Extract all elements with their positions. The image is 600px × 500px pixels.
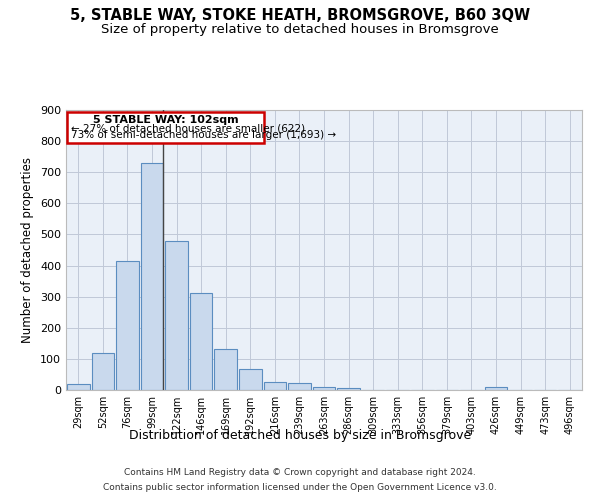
Bar bbox=[485, 387, 508, 390]
Bar bbox=[214, 349, 237, 390]
Bar bbox=[92, 352, 114, 390]
Bar bbox=[337, 388, 360, 390]
Bar bbox=[313, 386, 335, 390]
Text: 5 STABLE WAY: 102sqm: 5 STABLE WAY: 102sqm bbox=[93, 116, 238, 126]
FancyBboxPatch shape bbox=[67, 112, 264, 144]
Bar bbox=[263, 382, 286, 390]
Y-axis label: Number of detached properties: Number of detached properties bbox=[22, 157, 34, 343]
Bar bbox=[140, 163, 163, 390]
Bar bbox=[239, 369, 262, 390]
Text: Contains public sector information licensed under the Open Government Licence v3: Contains public sector information licen… bbox=[103, 483, 497, 492]
Bar bbox=[165, 240, 188, 390]
Text: 5, STABLE WAY, STOKE HEATH, BROMSGROVE, B60 3QW: 5, STABLE WAY, STOKE HEATH, BROMSGROVE, … bbox=[70, 8, 530, 22]
Text: 73% of semi-detached houses are larger (1,693) →: 73% of semi-detached houses are larger (… bbox=[71, 130, 336, 140]
Text: Size of property relative to detached houses in Bromsgrove: Size of property relative to detached ho… bbox=[101, 22, 499, 36]
Bar bbox=[288, 383, 311, 390]
Text: ← 27% of detached houses are smaller (622): ← 27% of detached houses are smaller (62… bbox=[71, 123, 305, 133]
Text: Contains HM Land Registry data © Crown copyright and database right 2024.: Contains HM Land Registry data © Crown c… bbox=[124, 468, 476, 477]
Text: Distribution of detached houses by size in Bromsgrove: Distribution of detached houses by size … bbox=[129, 428, 471, 442]
Bar bbox=[190, 293, 212, 390]
Bar bbox=[116, 261, 139, 390]
Bar bbox=[67, 384, 89, 390]
